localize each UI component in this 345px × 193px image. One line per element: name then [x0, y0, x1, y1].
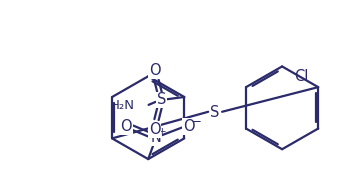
Text: O: O [149, 122, 160, 137]
Text: S: S [157, 92, 166, 108]
Text: H₂N: H₂N [110, 99, 135, 112]
Text: O: O [149, 63, 160, 78]
Text: O: O [183, 119, 195, 134]
Text: −: − [192, 115, 202, 128]
Text: Cl: Cl [294, 69, 308, 84]
Text: +: + [158, 127, 166, 137]
Text: N: N [151, 130, 161, 145]
Text: S: S [210, 105, 220, 120]
Text: O: O [120, 119, 132, 134]
